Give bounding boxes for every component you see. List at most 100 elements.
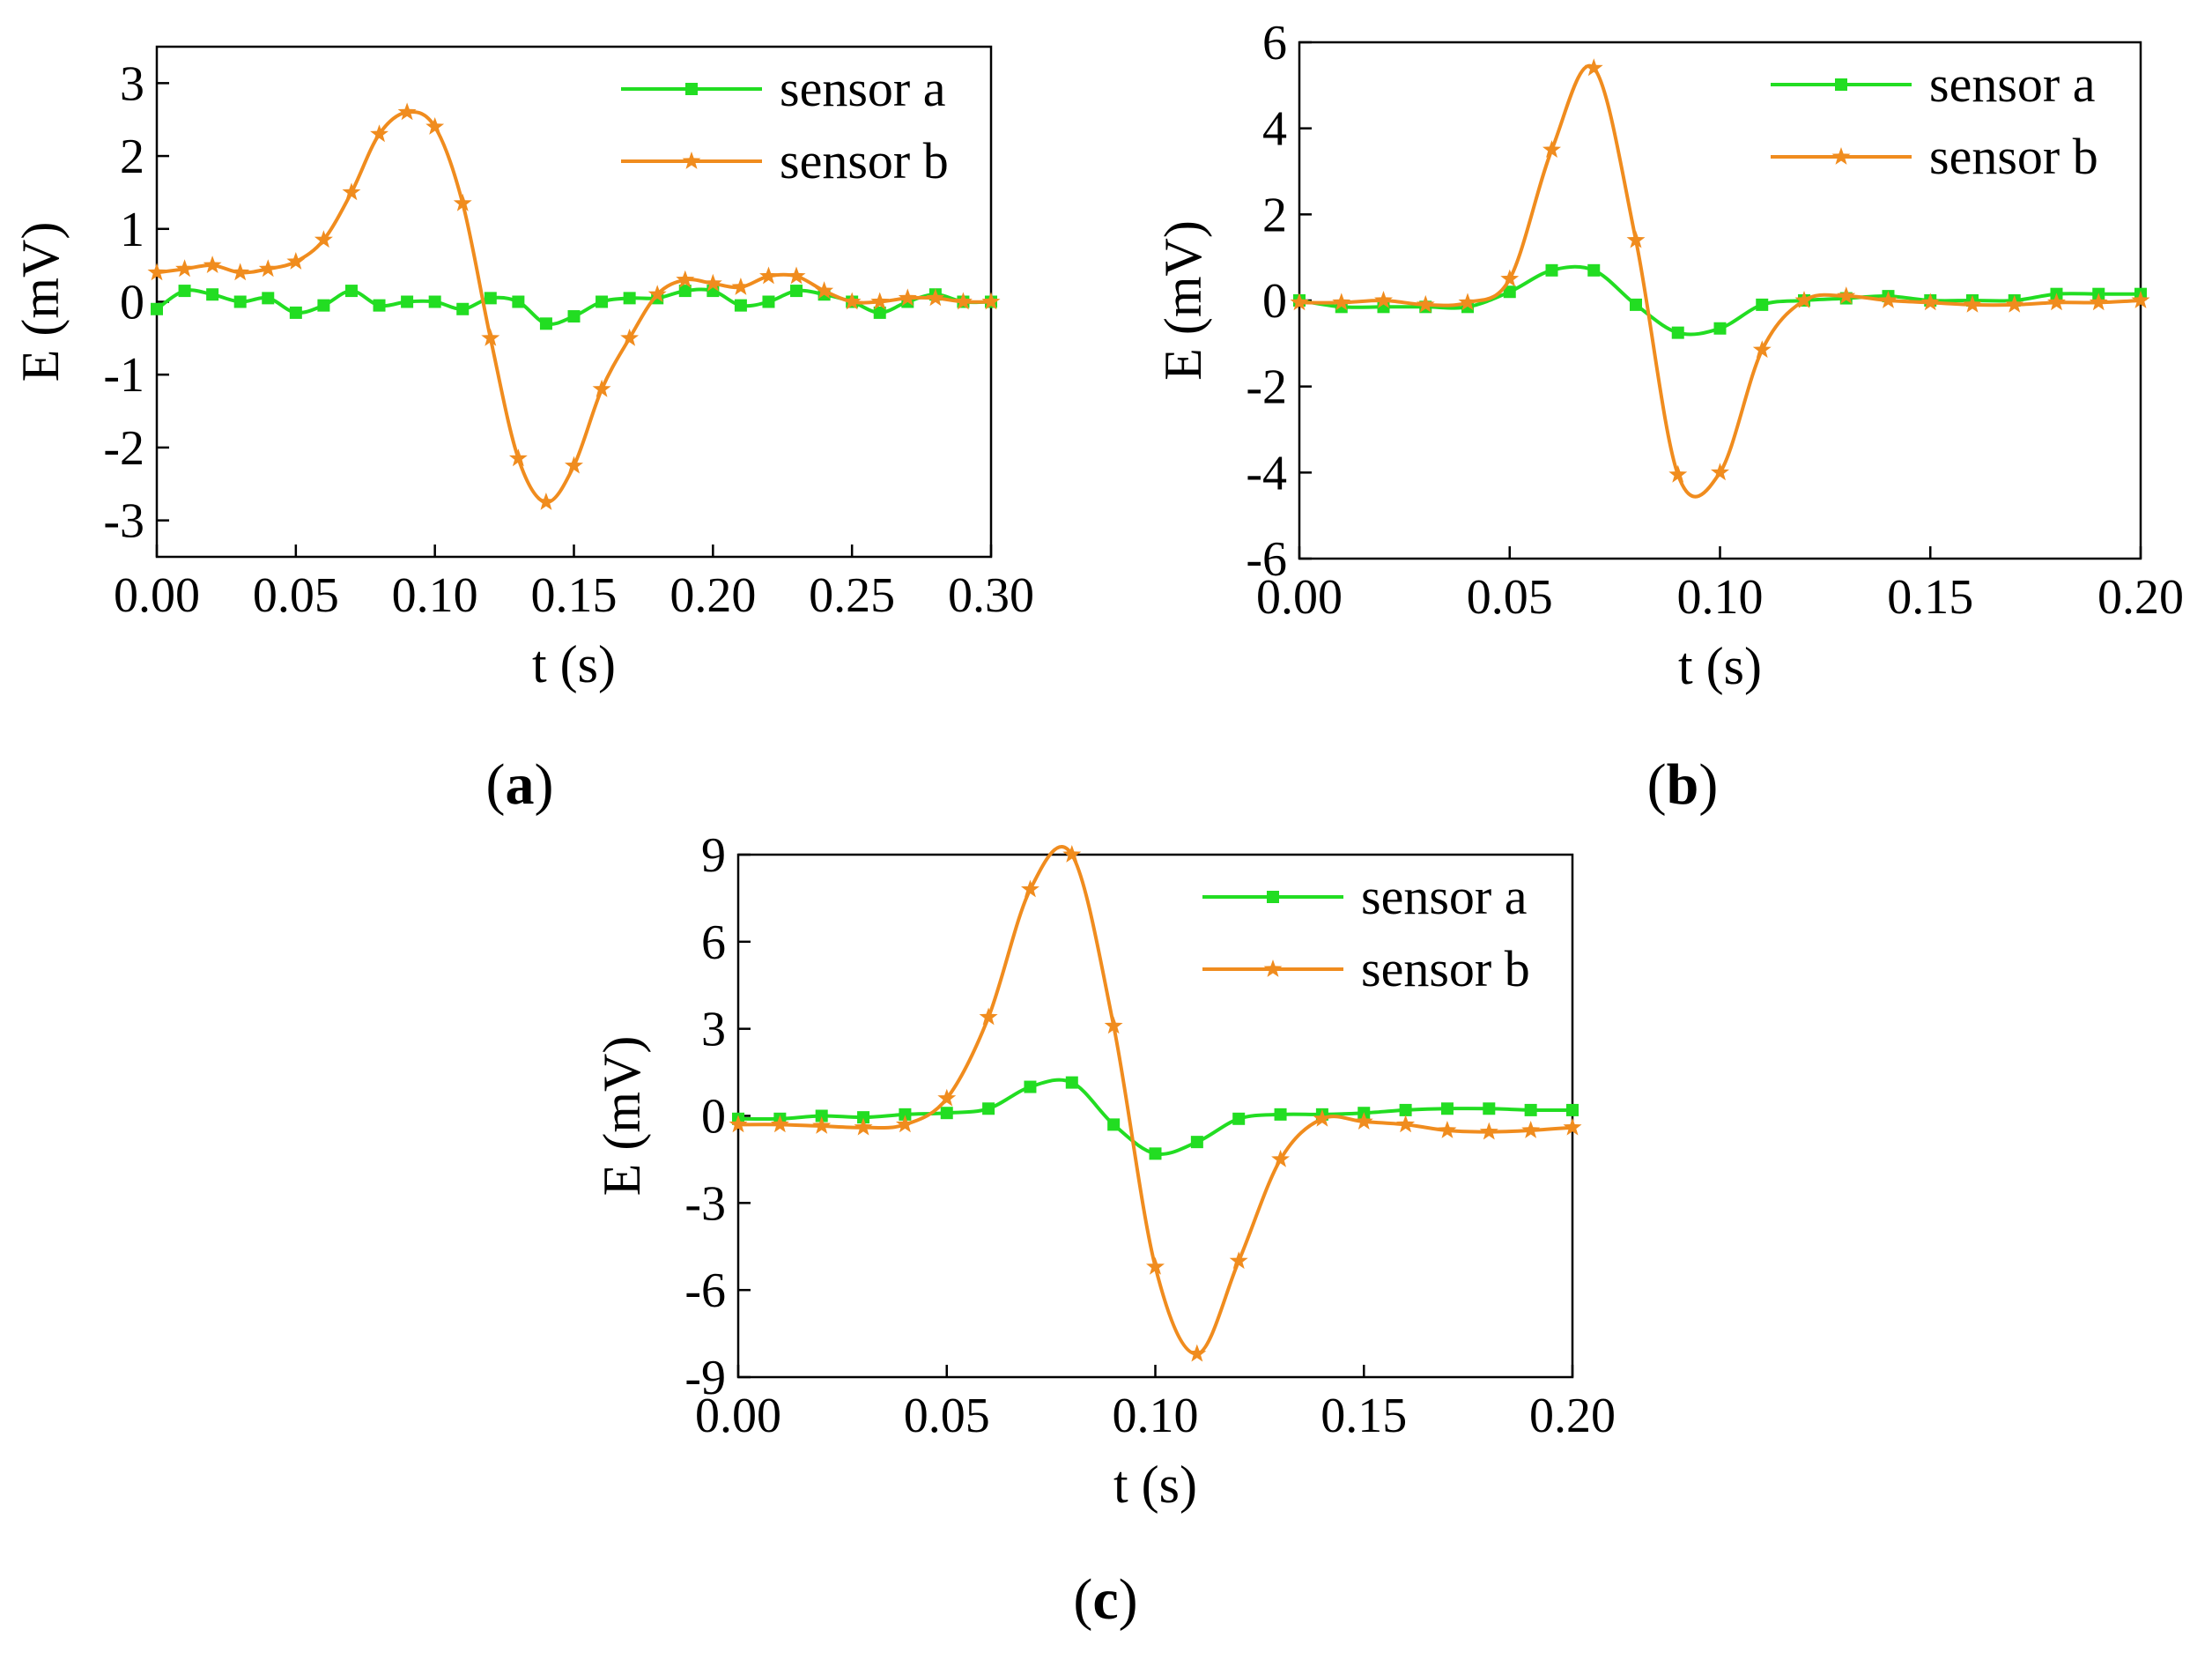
- data-point-square: [1756, 298, 1769, 311]
- legend-label: sensor a: [780, 60, 945, 117]
- x-tick-label-a: 0.10: [392, 568, 478, 623]
- data-point-star: [2047, 293, 2066, 311]
- data-point-square: [206, 288, 219, 301]
- data-point-star: [759, 266, 778, 285]
- data-point-square: [233, 295, 247, 308]
- x-tick-label-b: 0.20: [2097, 570, 2184, 625]
- data-point-star: [770, 1115, 789, 1133]
- data-point-square: [940, 1107, 953, 1120]
- data-point-star: [1374, 291, 1393, 308]
- x-tick-label-a: 0.05: [253, 568, 339, 623]
- data-point-star: [1290, 293, 1309, 311]
- data-point-star: [1458, 293, 1477, 311]
- data-point-star: [1396, 1115, 1416, 1133]
- x-tick-label-c: 0.10: [1113, 1389, 1199, 1443]
- data-point-star: [1479, 1122, 1498, 1140]
- y-tick-label-b: 2: [1262, 188, 1287, 242]
- data-point-square: [262, 292, 275, 305]
- data-point-star: [1021, 879, 1039, 898]
- x-axis-label-c: t (s): [1113, 1456, 1197, 1514]
- legend-marker-star: [1263, 959, 1283, 977]
- data-point-square: [289, 306, 302, 319]
- data-point-star: [729, 1115, 748, 1133]
- data-point-square: [857, 1111, 870, 1124]
- data-point-square: [596, 295, 609, 308]
- data-point-star: [898, 288, 917, 307]
- y-tick-label-a: -1: [103, 348, 144, 403]
- y-tick-label-a: -2: [103, 421, 144, 476]
- data-point-square: [567, 310, 581, 323]
- data-point-star: [954, 292, 973, 310]
- data-point-star: [895, 1115, 914, 1133]
- data-point-star: [1626, 230, 1646, 248]
- data-point-square: [428, 295, 441, 308]
- data-point-star: [1271, 1149, 1290, 1167]
- data-point-square: [1274, 1108, 1287, 1121]
- data-point-square: [344, 285, 358, 298]
- legend-label: sensor a: [1361, 868, 1527, 925]
- data-point-star: [1668, 464, 1688, 483]
- data-point-star: [147, 263, 166, 281]
- data-point-square: [539, 317, 552, 330]
- legend-marker-star: [682, 152, 701, 169]
- data-point-square: [401, 295, 414, 308]
- data-point-star: [342, 182, 361, 201]
- x-tick-label-c: 0.00: [695, 1389, 781, 1443]
- y-tick-label-b: 0: [1262, 274, 1287, 329]
- data-point-star: [1438, 1121, 1457, 1138]
- data-point-star: [1794, 291, 1814, 308]
- y-tick-label-c: 3: [701, 1003, 726, 1057]
- data-point-square: [1440, 1102, 1454, 1115]
- data-point-star: [1521, 1121, 1541, 1138]
- data-point-square: [873, 306, 886, 319]
- data-point-square: [512, 295, 525, 308]
- data-point-square: [1190, 1136, 1203, 1149]
- data-point-star: [1104, 1016, 1123, 1034]
- x-tick-label-c: 0.05: [904, 1389, 990, 1443]
- data-point-square: [982, 1102, 995, 1115]
- data-point-square: [623, 292, 636, 305]
- x-axis-label-b: t (s): [1678, 637, 1762, 695]
- data-point-star: [1146, 1256, 1165, 1275]
- y-tick-label-c: -6: [684, 1263, 726, 1318]
- data-point-star: [2005, 294, 2024, 313]
- data-point-star: [1837, 286, 1856, 304]
- data-point-star: [508, 448, 528, 467]
- x-tick-label-b: 0.05: [1467, 570, 1553, 625]
- data-point-star: [1500, 269, 1520, 287]
- data-point-star: [1416, 294, 1435, 313]
- data-point-star: [815, 281, 834, 299]
- data-point-square: [456, 302, 470, 315]
- y-axis-label-c: E (mV): [593, 1036, 651, 1197]
- data-point-square: [1587, 263, 1601, 277]
- data-point-star: [1752, 340, 1772, 359]
- data-point-star: [842, 292, 862, 310]
- data-point-square: [1566, 1103, 1579, 1116]
- data-point-square: [1713, 322, 1727, 335]
- data-point-star: [1229, 1251, 1248, 1270]
- data-point-square: [317, 299, 330, 312]
- y-axis-label-a: E (mV): [11, 222, 70, 382]
- data-point-square: [790, 285, 803, 298]
- data-point-star: [231, 263, 250, 281]
- y-tick-label-b: -2: [1246, 360, 1287, 415]
- x-tick-label-b: 0.00: [1256, 570, 1343, 625]
- y-tick-label-a: -3: [103, 494, 144, 549]
- data-point-star: [1584, 58, 1603, 77]
- data-point-star: [1187, 1344, 1207, 1362]
- data-point-star: [314, 230, 333, 248]
- data-point-star: [592, 379, 611, 397]
- x-tick-label-a: 0.25: [809, 568, 895, 623]
- data-point-square: [1545, 263, 1558, 277]
- data-point-square: [484, 292, 497, 305]
- data-point-star: [175, 259, 194, 278]
- y-tick-label-a: 3: [120, 56, 144, 111]
- data-point-star: [1332, 293, 1351, 311]
- data-point-square: [1503, 285, 1516, 299]
- chart-panel-c: 0.00 0.05 0.10 0.15 0.20 -9 -6 -3 0 3 6 9 t (s) E (mV…: [593, 828, 1616, 1632]
- y-tick-label-a: 2: [120, 130, 144, 184]
- data-point-square: [1065, 1076, 1078, 1089]
- data-point-star: [565, 456, 583, 474]
- data-point-square: [1149, 1147, 1162, 1160]
